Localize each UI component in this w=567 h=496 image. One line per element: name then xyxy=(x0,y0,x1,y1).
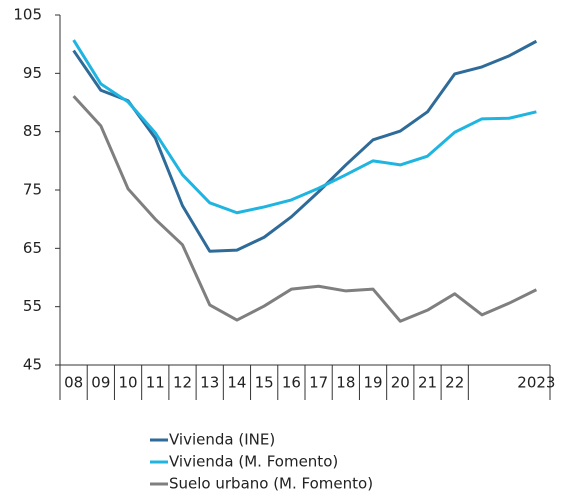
legend-label: Vivienda (M. Fomento) xyxy=(169,453,338,471)
y-tick-label: 65 xyxy=(23,239,42,257)
x-tick-label: 14 xyxy=(227,374,246,392)
x-tick-label: 09 xyxy=(91,374,110,392)
x-tick-label: 20 xyxy=(391,374,410,392)
x-tick-label: 13 xyxy=(200,374,219,392)
y-tick-label: 55 xyxy=(23,297,42,315)
x-tick-label: 12 xyxy=(173,374,192,392)
x-tick-label: 22 xyxy=(445,374,464,392)
x-tick-label: 2023 xyxy=(517,374,555,392)
x-tick-label: 19 xyxy=(364,374,383,392)
legend-label: Suelo urbano (M. Fomento) xyxy=(169,475,373,493)
y-tick-label: 85 xyxy=(23,122,42,140)
y-tick-label: 75 xyxy=(23,181,42,199)
x-tick-label: 15 xyxy=(255,374,274,392)
legend-label: Vivienda (INE) xyxy=(169,431,275,449)
x-tick-label: 16 xyxy=(282,374,301,392)
x-tick-label: 21 xyxy=(418,374,437,392)
x-tick-label: 08 xyxy=(64,374,83,392)
y-tick-label: 105 xyxy=(13,6,42,24)
series-line xyxy=(72,95,538,323)
y-tick-label: 45 xyxy=(23,356,42,374)
x-tick-label: 17 xyxy=(309,374,328,392)
series-line xyxy=(72,39,538,253)
x-tick-label: 10 xyxy=(119,374,138,392)
x-tick-label: 11 xyxy=(146,374,165,392)
series-line xyxy=(72,39,537,215)
x-tick-label: 18 xyxy=(336,374,355,392)
y-tick-label: 95 xyxy=(23,64,42,82)
